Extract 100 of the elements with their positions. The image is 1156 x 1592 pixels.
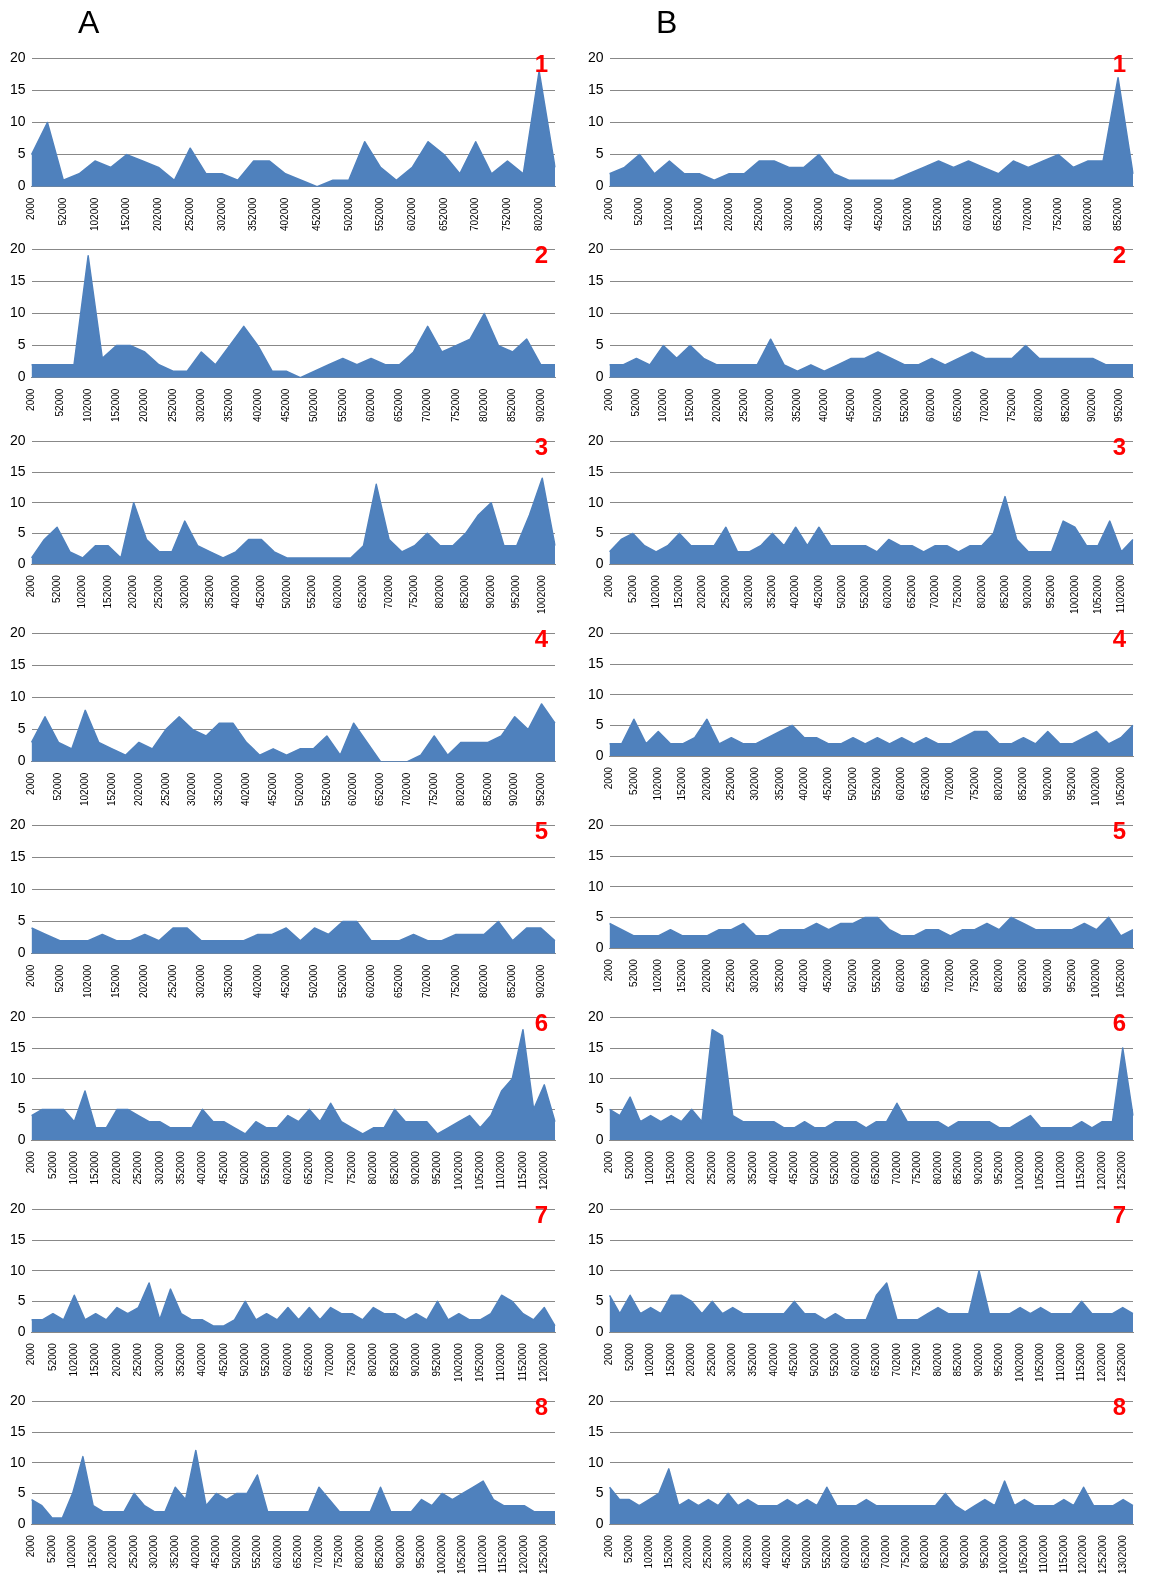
x-tick-label: 202000 — [138, 388, 150, 423]
x-tick-label: 752000 — [1005, 388, 1017, 423]
x-tick-label: 802000 — [931, 1150, 943, 1185]
x-tick-label: 752000 — [449, 388, 461, 423]
x-tick-label: 702000 — [421, 964, 433, 999]
x-tick-label: 902000 — [972, 1150, 984, 1185]
y-tick-label: 10 — [587, 493, 604, 510]
y-tick-label: 0 — [595, 1514, 604, 1531]
x-tick-label: 652000 — [393, 964, 405, 999]
x-tick-label: 2000 — [603, 197, 615, 220]
x-tick-label: 752000 — [333, 1534, 345, 1569]
x-tick-label: 152000 — [86, 1534, 98, 1569]
x-tick-label: 52000 — [52, 772, 64, 801]
x-tick-label: 352000 — [773, 958, 785, 993]
x-tick-label: 402000 — [279, 197, 291, 232]
x-tick-label: 402000 — [798, 766, 810, 801]
x-tick-label: 402000 — [818, 388, 830, 423]
x-tick-label: 1202000 — [1077, 1534, 1089, 1575]
x-tick-label: 952000 — [510, 574, 522, 609]
y-tick-label: 15 — [9, 1038, 26, 1055]
x-tick-label: 202000 — [110, 1342, 122, 1377]
x-tick-label: 352000 — [766, 574, 778, 609]
y-tick-label: 20 — [9, 624, 26, 641]
x-tick-label: 252000 — [159, 772, 171, 807]
x-tick-label: 1002000 — [1013, 1342, 1025, 1383]
x-tick-label: 402000 — [196, 1150, 208, 1185]
x-tick-label: 802000 — [478, 964, 490, 999]
x-tick-label: 352000 — [741, 1534, 753, 1569]
x-tick-label: 352000 — [747, 1342, 759, 1377]
x-tick-label: 452000 — [822, 766, 834, 801]
x-tick-label: 702000 — [469, 197, 481, 232]
x-tick-label: 1302000 — [1116, 1534, 1128, 1575]
x-tick-label: 902000 — [1041, 958, 1053, 993]
x-tick-label: 552000 — [871, 958, 883, 993]
x-tick-label: 1052000 — [1018, 1534, 1030, 1575]
x-tick-label: 252000 — [752, 197, 764, 232]
x-tick-label: 802000 — [532, 197, 544, 232]
x-tick-label: 502000 — [902, 197, 914, 232]
x-tick-label: 402000 — [798, 958, 810, 993]
x-tick-label: 302000 — [178, 574, 190, 609]
x-tick-label: 1052000 — [1034, 1150, 1046, 1191]
x-tick-label: 302000 — [726, 1150, 738, 1185]
x-tick-label: 952000 — [978, 1534, 990, 1569]
y-tick-label: 5 — [595, 716, 604, 733]
x-tick-label: 452000 — [788, 1150, 800, 1185]
x-tick-label: 602000 — [406, 197, 417, 232]
x-tick-label: 102000 — [657, 388, 669, 423]
y-tick-label: 5 — [595, 524, 604, 541]
x-tick-label: 352000 — [223, 964, 235, 999]
y-tick-label: 5 — [17, 1292, 26, 1309]
x-tick-label: 902000 — [394, 1534, 406, 1569]
y-tick-label: 15 — [9, 1422, 26, 1439]
x-tick-label: 552000 — [932, 197, 944, 232]
x-tick-label: 852000 — [1017, 958, 1029, 993]
y-tick-label: 5 — [595, 1484, 604, 1501]
x-tick-label: 702000 — [944, 958, 956, 993]
y-tick-label: 0 — [595, 746, 604, 763]
x-tick-label: 152000 — [676, 766, 688, 801]
annotation: 2 — [1112, 241, 1126, 269]
x-tick-label: 102000 — [66, 1534, 78, 1569]
x-tick-label: 702000 — [401, 772, 413, 807]
x-tick-label: 852000 — [952, 1342, 964, 1377]
x-tick-label: 1152000 — [516, 1342, 528, 1382]
x-tick-label: 402000 — [240, 772, 252, 807]
x-tick-label: 702000 — [890, 1342, 902, 1377]
x-tick-label: 152000 — [89, 1342, 101, 1377]
x-tick-label: 302000 — [153, 1342, 165, 1377]
y-tick-label: 5 — [17, 336, 26, 353]
x-tick-label: 352000 — [773, 766, 785, 801]
x-tick-label: 2000 — [603, 958, 615, 982]
x-tick-label: 152000 — [110, 964, 122, 999]
x-tick-label: 502000 — [342, 197, 354, 232]
x-tick-label: 152000 — [676, 958, 688, 993]
x-tick-label: 802000 — [367, 1342, 379, 1377]
x-tick-label: 402000 — [251, 388, 263, 423]
x-tick-label: 302000 — [148, 1534, 160, 1569]
x-tick-label: 852000 — [1059, 388, 1071, 423]
x-tick-label: 202000 — [107, 1534, 119, 1569]
x-tick-label: 1252000 — [1116, 1342, 1128, 1383]
x-tick-label: 1052000 — [456, 1534, 468, 1575]
y-tick-label: 10 — [587, 1261, 604, 1278]
x-tick-label: 902000 — [958, 1534, 970, 1569]
y-tick-label: 10 — [9, 113, 26, 130]
x-tick-label: 502000 — [846, 766, 858, 801]
y-tick-label: 0 — [17, 554, 26, 571]
x-tick-label: 602000 — [925, 388, 937, 423]
x-tick-label: 702000 — [929, 574, 941, 609]
y-tick-label: 15 — [9, 848, 26, 865]
y-tick-label: 20 — [587, 1008, 604, 1025]
x-tick-label: 502000 — [846, 958, 858, 993]
x-tick-label: 1002000 — [435, 1534, 447, 1575]
y-tick-label: 20 — [9, 49, 26, 66]
x-tick-label: 602000 — [364, 388, 376, 423]
y-tick-label: 15 — [9, 462, 26, 479]
x-tick-label: 502000 — [308, 964, 320, 999]
x-tick-label: 502000 — [293, 772, 305, 807]
y-tick-label: 10 — [587, 685, 604, 702]
x-tick-label: 252000 — [132, 1342, 144, 1377]
x-tick-label: 702000 — [421, 388, 433, 423]
x-tick-label: 452000 — [812, 574, 824, 609]
